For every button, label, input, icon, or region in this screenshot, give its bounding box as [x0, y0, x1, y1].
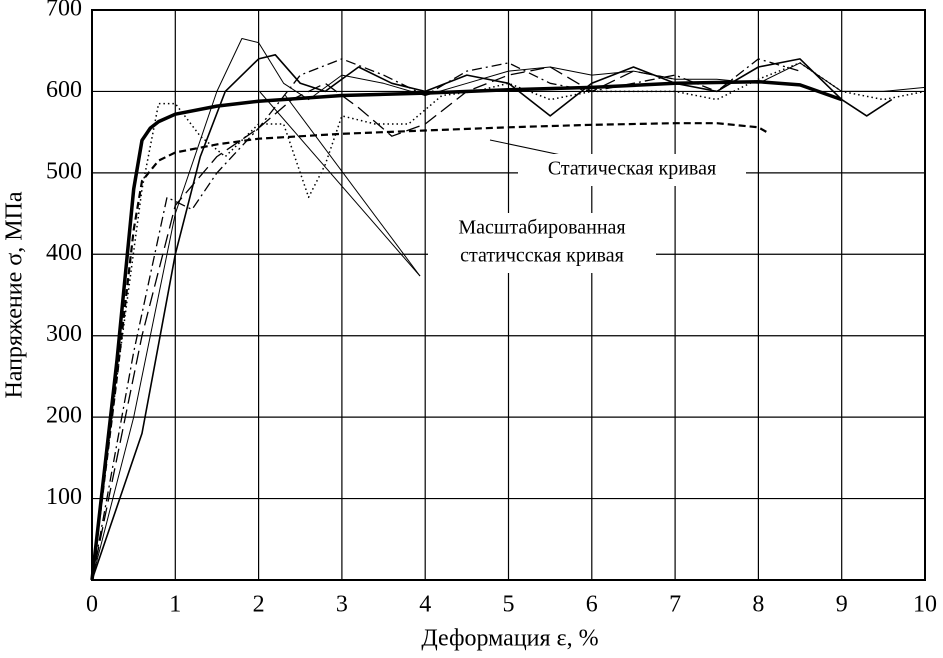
y-tick-label: 400	[46, 240, 82, 266]
line-series	[90, 122, 768, 581]
x-tick-label: 2	[253, 592, 265, 618]
annotation: статичсская кривая	[460, 245, 624, 267]
x-tick-label: 9	[836, 592, 848, 618]
x-axis-label: Деформация ε, %	[421, 626, 598, 652]
plot-frame	[91, 9, 926, 581]
line-series	[91, 38, 926, 581]
annotation-box	[428, 213, 656, 273]
y-tick-label: 700	[46, 0, 82, 22]
x-tick-label: 3	[336, 592, 348, 618]
line-series	[91, 66, 676, 581]
y-axis-label: Напряжение σ, МПа	[2, 191, 28, 398]
y-tick-label: 100	[46, 484, 82, 510]
line-series	[91, 54, 893, 581]
leader-line	[284, 94, 421, 277]
annotation: Масштабированная	[458, 217, 625, 239]
x-tick-label: 4	[419, 592, 431, 618]
annotation-box	[518, 154, 746, 186]
annotation: Статическая кривая	[548, 158, 716, 180]
x-tick-label: 6	[586, 592, 598, 618]
y-tick-label: 600	[46, 77, 82, 103]
y-tick-label: 300	[46, 321, 82, 347]
x-tick-label: 0	[86, 592, 98, 618]
x-tick-label: 1	[169, 592, 181, 618]
x-tick-label: 10	[913, 592, 937, 618]
x-tick-label: 5	[503, 592, 515, 618]
y-tick-label: 500	[46, 158, 82, 184]
x-tick-label: 7	[669, 592, 681, 618]
y-tick-label: 200	[46, 403, 82, 429]
leader-line	[259, 91, 421, 277]
x-tick-label: 8	[752, 592, 764, 618]
line-series	[90, 79, 843, 581]
line-series	[91, 58, 801, 581]
